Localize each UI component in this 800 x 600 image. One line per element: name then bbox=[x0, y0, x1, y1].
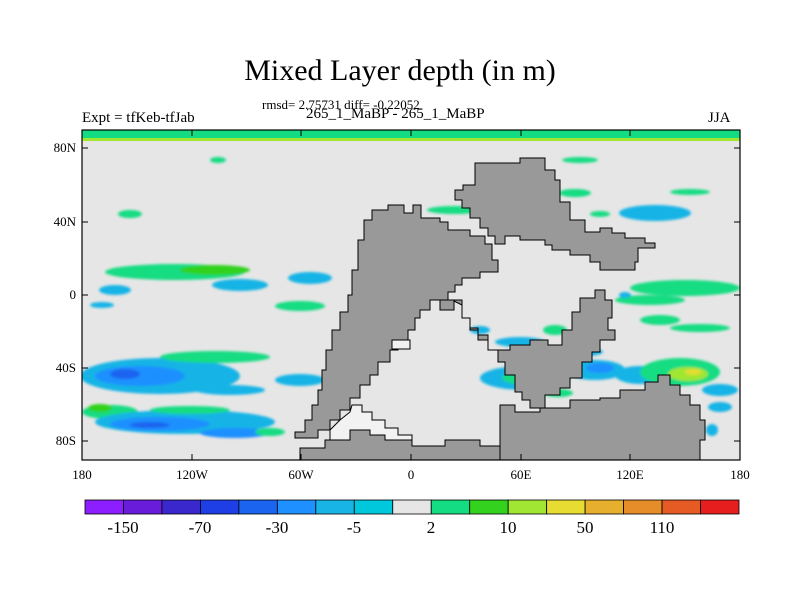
colorbar-swatch bbox=[315, 499, 355, 515]
colorbar bbox=[84, 499, 740, 515]
experiment-label: Expt = tfKeb-tfJab bbox=[82, 110, 195, 126]
chart-subtitle: rmsd= 2.75731 diff= -0.22052 bbox=[262, 97, 420, 112]
colorbar-swatch bbox=[700, 499, 740, 515]
ice-shelf bbox=[329, 404, 413, 441]
colorbar-swatch bbox=[276, 499, 317, 515]
colorbar-swatch bbox=[200, 499, 240, 515]
colorbar-swatch bbox=[353, 499, 394, 515]
colorbar-label: 50 bbox=[577, 518, 594, 537]
colorbar-label: 2 bbox=[427, 518, 436, 537]
colorbar-swatch bbox=[661, 499, 701, 515]
colorbar-swatch bbox=[84, 499, 124, 515]
run-label: 265_1_MaBP - 265_1_MaBP bbox=[306, 106, 485, 122]
chart-title: Mixed Layer depth (in m) bbox=[244, 54, 556, 87]
y-tick-labels: 80N 40N 0 40S 80S bbox=[54, 140, 77, 448]
x-tick-label: 180 bbox=[72, 467, 92, 482]
colorbar-label: 10 bbox=[500, 518, 517, 537]
arctic-band-edge bbox=[82, 138, 740, 141]
colorbar-swatch bbox=[507, 499, 548, 515]
colorbar-swatch bbox=[161, 499, 201, 515]
x-tick-label: 0 bbox=[408, 467, 415, 482]
colorbar-swatch bbox=[546, 499, 586, 515]
colorbar-swatch bbox=[584, 499, 624, 515]
y-tick-label: 0 bbox=[70, 287, 77, 302]
y-tick-label: 80N bbox=[54, 140, 77, 155]
season-label: JJA bbox=[708, 110, 731, 126]
colorbar-label: -5 bbox=[347, 518, 361, 537]
x-tick-label: 180 bbox=[730, 467, 750, 482]
colorbar-swatch bbox=[623, 499, 663, 515]
colorbar-label: -70 bbox=[189, 518, 212, 537]
y-tick-label: 40S bbox=[56, 360, 76, 375]
land-masses bbox=[294, 157, 706, 460]
y-tick-label: 80S bbox=[56, 433, 76, 448]
land-americas bbox=[294, 204, 499, 439]
land-eurasia bbox=[454, 157, 656, 271]
island-2 bbox=[439, 299, 455, 311]
colorbar-swatch bbox=[392, 499, 432, 515]
x-tick-label: 120E bbox=[616, 467, 644, 482]
colorbar-swatch bbox=[469, 499, 509, 515]
y-tick-label: 40N bbox=[54, 214, 77, 229]
land-africa bbox=[451, 289, 616, 409]
x-tick-label: 60E bbox=[511, 467, 532, 482]
colorbar-label: -150 bbox=[107, 518, 138, 537]
colorbar-swatch bbox=[430, 499, 471, 515]
colorbar-label: 110 bbox=[650, 518, 675, 537]
colorbar-swatch bbox=[238, 499, 278, 515]
colorbar-swatch bbox=[123, 499, 163, 515]
island-1 bbox=[391, 339, 411, 350]
axis-ticks bbox=[81, 130, 741, 460]
colorbar-label: -30 bbox=[266, 518, 289, 537]
land-antarctica-east bbox=[499, 374, 706, 460]
x-tick-label: 120W bbox=[176, 467, 209, 482]
colorbar-labels: -150 -70 -30 -5 2 10 50 110 bbox=[107, 518, 674, 537]
x-tick-label: 60W bbox=[288, 467, 314, 482]
x-tick-labels: 180 120W 60W 0 60E 120E 180 bbox=[72, 467, 750, 482]
